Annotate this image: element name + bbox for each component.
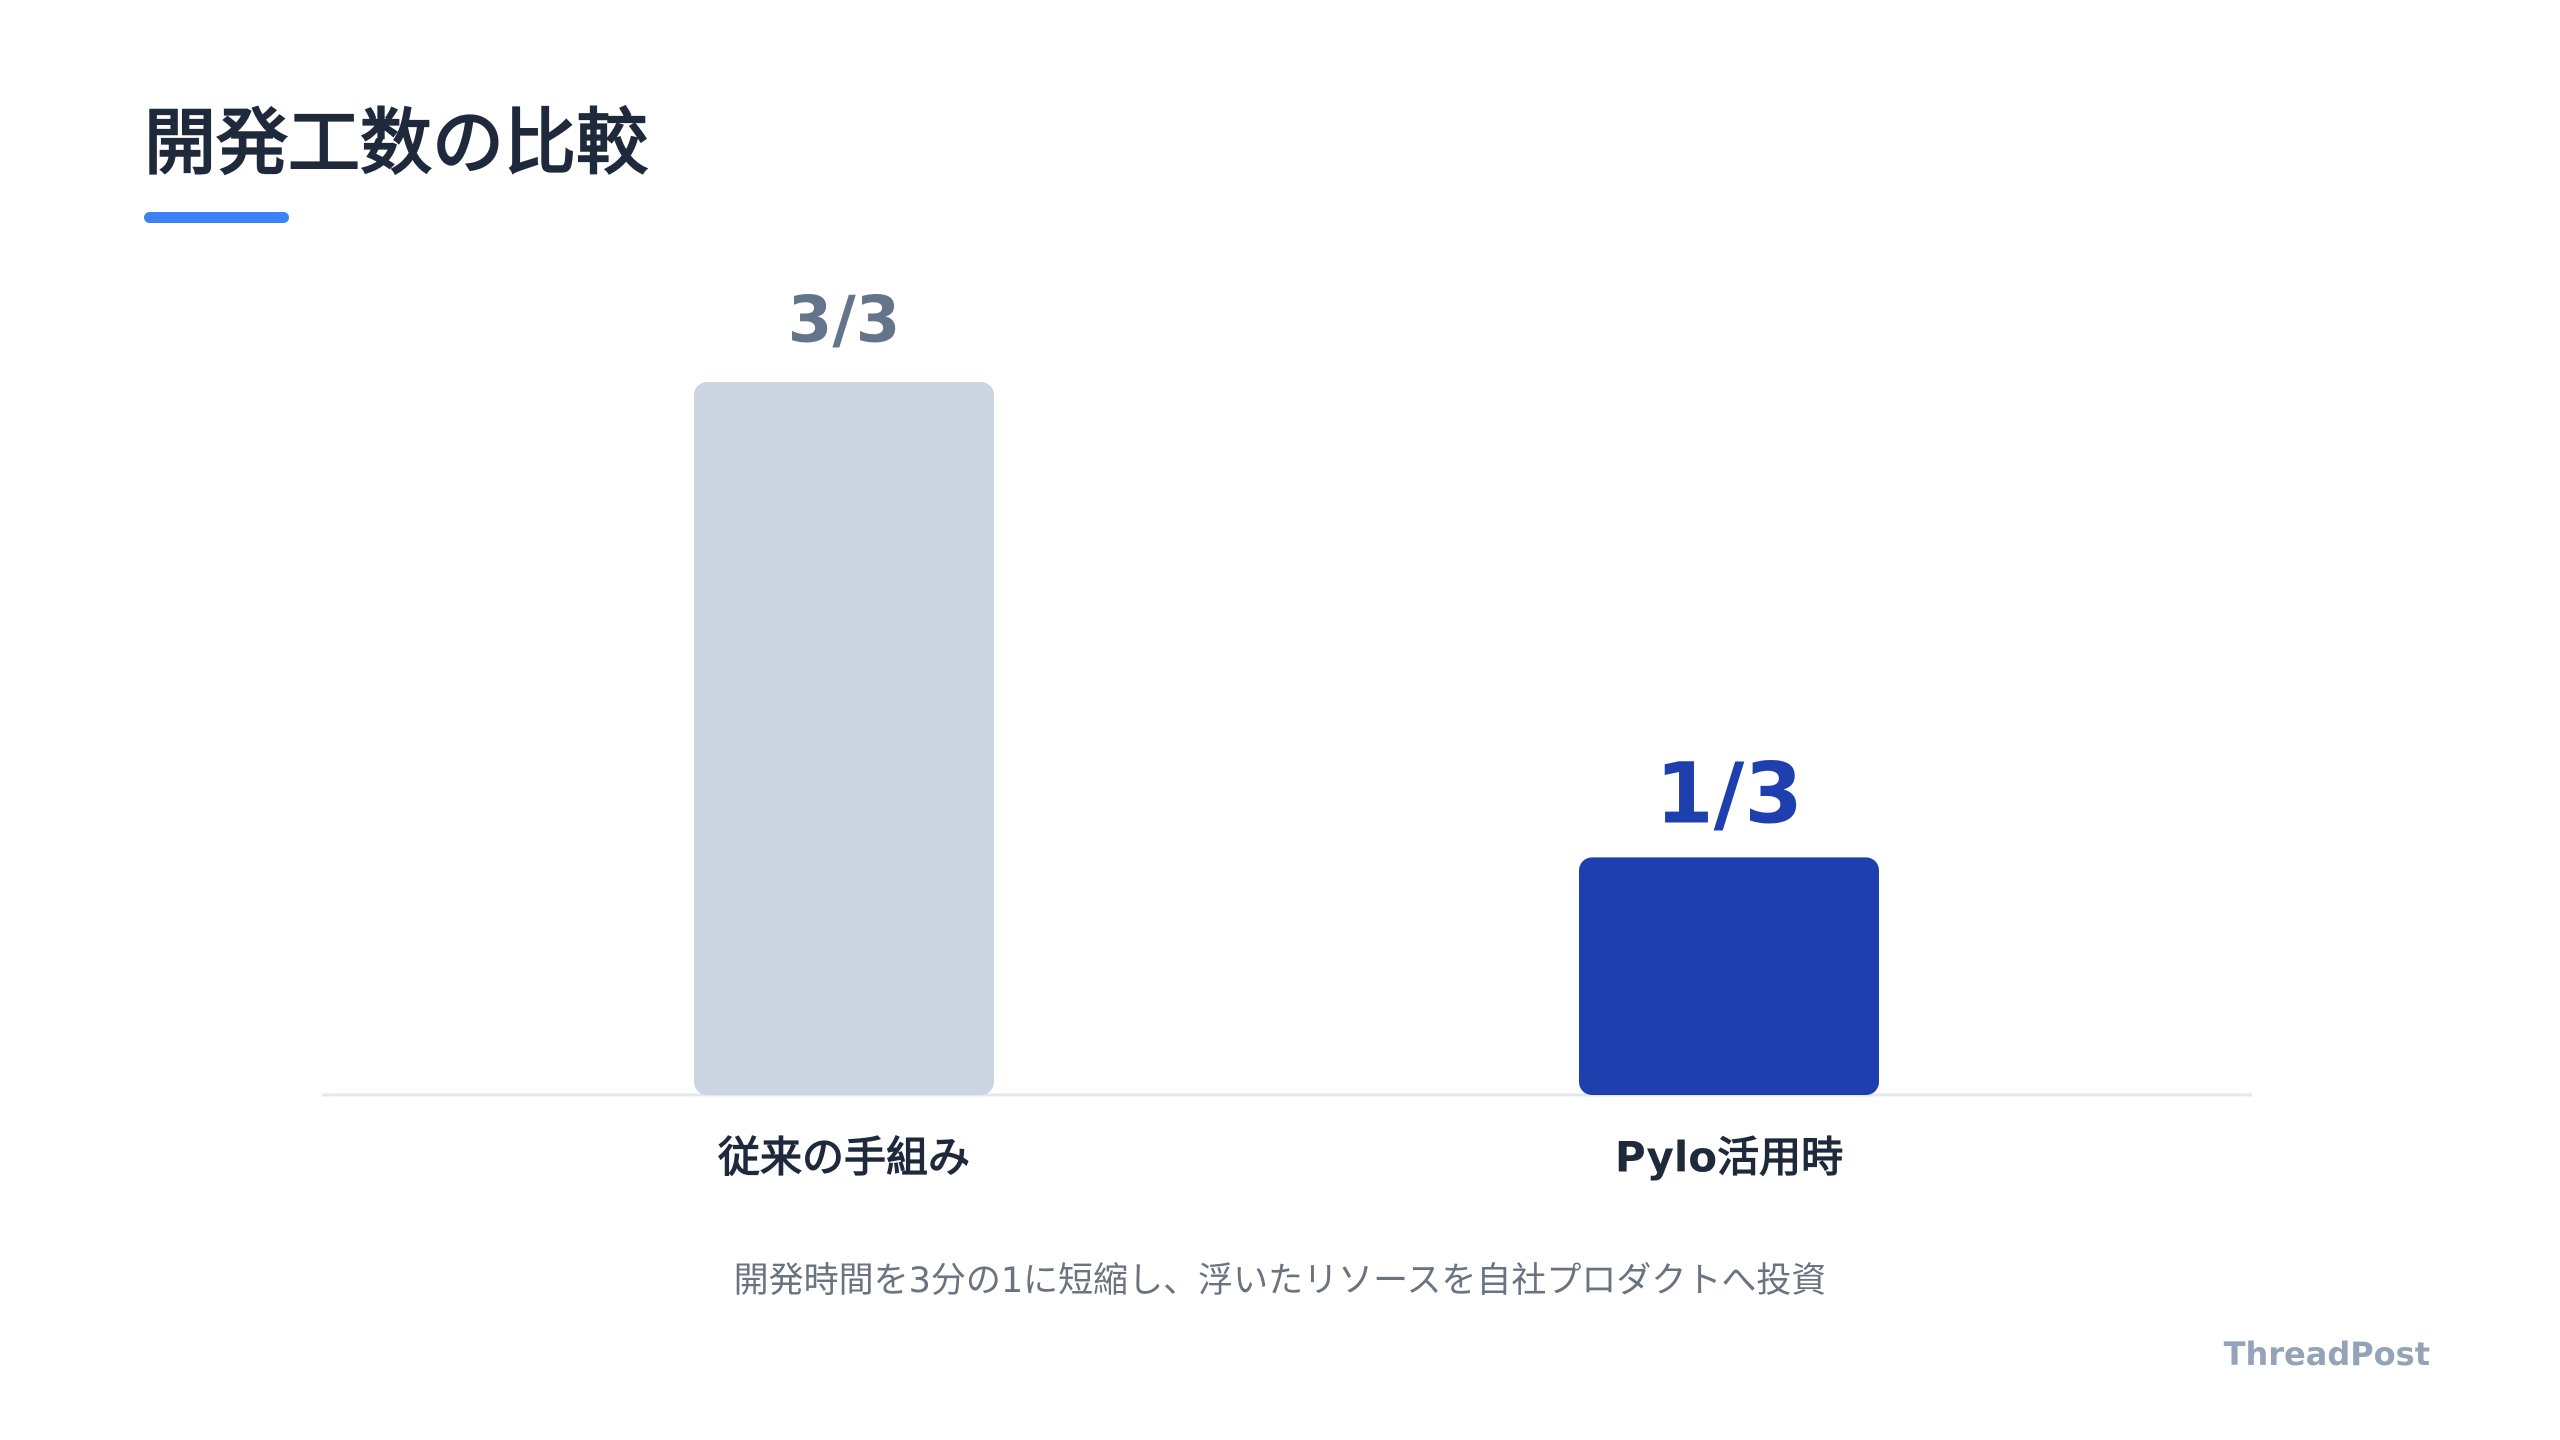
value-label: 3/3 bbox=[788, 284, 900, 358]
value-label: 1/3 bbox=[1655, 744, 1803, 842]
title-underline bbox=[144, 212, 289, 223]
bar bbox=[694, 382, 994, 1095]
watermark: ThreadPost bbox=[2224, 1335, 2430, 1373]
bar bbox=[1579, 857, 1879, 1095]
x-tick-label: Pylo活用時 bbox=[1615, 1133, 1843, 1182]
chart-title: 開発工数の比較 bbox=[144, 101, 649, 185]
caption: 開発時間を3分の1に短縮し、浮いたリソースを自社プロダクトへ投資 bbox=[734, 1261, 1827, 1301]
x-tick-label: 従来の手組み bbox=[717, 1133, 970, 1182]
